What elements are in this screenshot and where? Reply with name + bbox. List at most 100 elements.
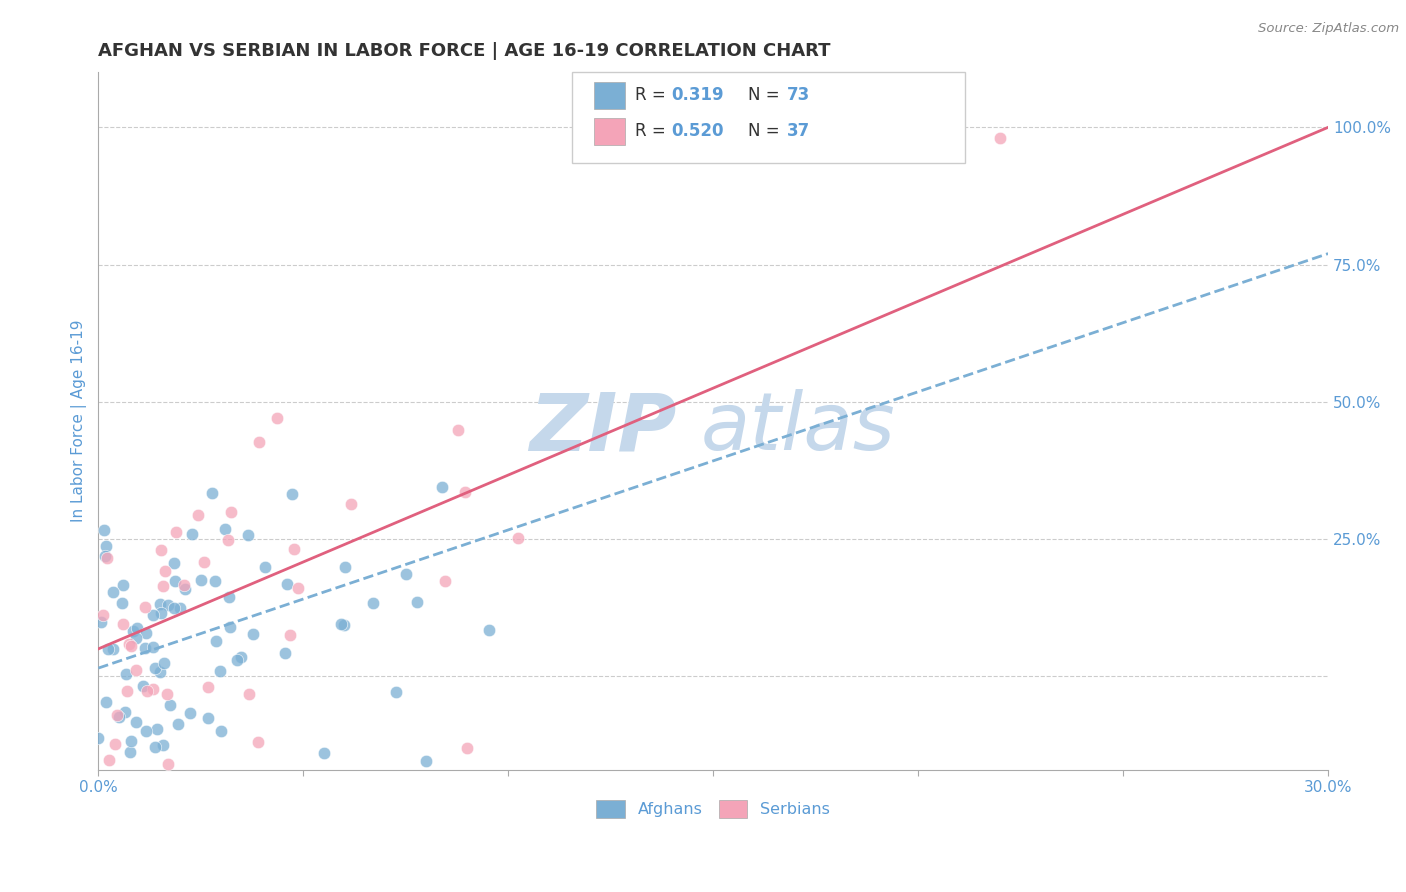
Point [101,585,124,599]
Text: 37: 37 [787,122,810,140]
Point [447,423,470,437]
Point [114,705,136,719]
Point [163,556,186,570]
Point [143,661,166,675]
Point [142,640,165,655]
Point [333,560,356,574]
Point [149,665,172,680]
Text: atlas: atlas [702,389,896,467]
Y-axis label: In Labor Force | Age 16-19: In Labor Force | Age 16-19 [72,320,87,523]
Point [181,527,204,541]
Point [115,684,138,698]
Point [125,621,148,635]
Point [97,642,120,657]
Point [193,555,215,569]
Point [330,616,353,631]
Text: Source: ZipAtlas.com: Source: ZipAtlas.com [1258,22,1399,36]
Point [384,685,406,699]
Point [433,574,456,588]
Point [506,531,529,545]
Point [114,667,136,681]
Point [266,411,288,425]
FancyBboxPatch shape [572,72,966,163]
Bar [593,82,624,109]
Point [135,625,157,640]
Point [218,591,240,605]
Point [125,664,148,678]
Point [242,627,264,641]
Point [91,608,114,623]
Point [136,684,159,698]
Point [157,792,180,806]
Point [93,523,115,537]
Point [229,649,252,664]
Bar [593,118,624,145]
Point [361,596,384,610]
Point [988,131,1011,145]
Point [415,755,437,769]
Point [287,582,309,596]
Point [118,636,141,650]
Point [197,680,219,694]
Point [96,539,118,553]
Point [219,505,242,519]
Point [150,606,173,620]
Text: R =: R = [634,87,671,104]
Point [156,756,179,771]
Point [98,753,121,767]
Point [274,647,297,661]
Point [174,582,197,597]
Point [152,579,174,593]
Point [134,640,156,655]
Point [276,576,298,591]
Point [187,508,209,522]
Point [190,573,212,587]
Point [152,739,174,753]
Point [105,708,128,723]
Point [142,607,165,622]
Point [204,574,226,588]
Point [214,522,236,536]
Point [406,595,429,609]
Point [209,724,232,739]
Point [142,682,165,697]
Point [153,564,176,578]
Point [149,597,172,611]
Point [165,525,187,540]
Point [205,634,228,648]
Point [254,560,277,574]
Text: N =: N = [748,122,785,140]
Point [96,550,118,565]
Point [107,710,129,724]
Point [143,739,166,754]
Text: R =: R = [634,122,671,140]
Point [247,735,270,749]
Point [333,618,356,632]
Text: 73: 73 [787,87,810,104]
Point [120,745,142,759]
Text: N =: N = [748,87,785,104]
Point [454,485,477,500]
Point [132,679,155,693]
Point [278,628,301,642]
Point [201,486,224,500]
Point [179,706,201,721]
Point [238,528,260,542]
Point [153,656,176,670]
Point [87,731,110,745]
Point [94,695,117,709]
Point [155,687,177,701]
Point [94,549,117,564]
Point [238,687,260,701]
Point [125,715,148,730]
Point [111,596,134,610]
Point [159,698,181,713]
Point [283,542,305,557]
Point [134,600,156,615]
Point [163,601,186,615]
Point [112,617,135,632]
Point [150,543,173,558]
Point [197,711,219,725]
Legend: Afghans, Serbians: Afghans, Serbians [591,793,837,824]
Point [111,578,134,592]
